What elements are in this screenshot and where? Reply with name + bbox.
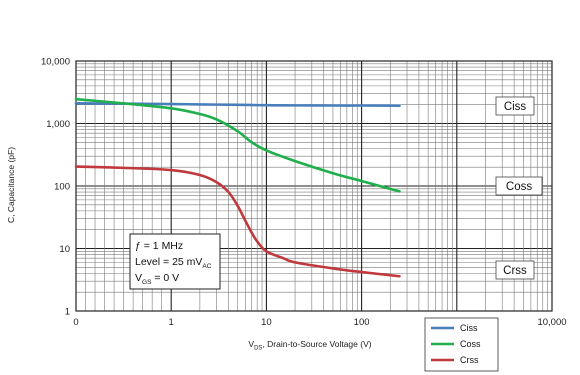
y-tick-label: 100	[54, 182, 70, 193]
y-tick-label: 10	[59, 244, 70, 255]
callout-ciss-label: Ciss	[504, 101, 527, 113]
series	[74, 97, 401, 278]
y-tick-label: 1,000	[46, 119, 70, 130]
conditions-frame	[129, 233, 221, 290]
x-tick-label: 100	[354, 317, 370, 328]
callout-ciss: Ciss	[495, 96, 535, 116]
condition-frequency: ƒ = 1 MHz	[135, 240, 183, 252]
condition-level: Level = 25 mVAC	[135, 256, 212, 270]
condition-vgs: VGS = 0 V	[135, 272, 179, 286]
legend-label-crss: Crss	[460, 355, 479, 365]
x-tick-label: 0	[73, 317, 78, 328]
x-axis-title: VDS, Drain-to-Source Voltage (V)	[248, 339, 371, 352]
plot-frame	[75, 60, 553, 312]
x-tick-label: 1	[169, 317, 174, 328]
callout-coss: Coss	[495, 176, 543, 196]
legend: Ciss Coss Crss	[424, 317, 499, 372]
callout-crss: Crss	[495, 260, 535, 280]
callout-ciss-box	[495, 96, 535, 116]
series-line-crss	[74, 165, 401, 278]
x-tick-label: 10	[261, 317, 272, 328]
legend-label-ciss: Ciss	[460, 323, 478, 333]
callout-coss-label: Coss	[506, 181, 532, 193]
callout-crss-label: Crss	[503, 265, 527, 277]
series-line-ciss	[74, 102, 401, 107]
y-tick-label: 10,000	[41, 57, 70, 68]
x-tick-label: 10,000	[537, 317, 566, 328]
callout-crss-box	[495, 260, 535, 280]
conditions-box: ƒ = 1 MHz Level = 25 mVAC VGS = 0 V	[129, 233, 221, 290]
callout-coss-box	[495, 176, 543, 196]
y-tick-label: 1	[65, 307, 70, 318]
y-axis-title: C, Capacitance (pF)	[6, 147, 16, 223]
series-line-coss	[74, 97, 401, 193]
legend-label-coss: Coss	[460, 339, 481, 349]
